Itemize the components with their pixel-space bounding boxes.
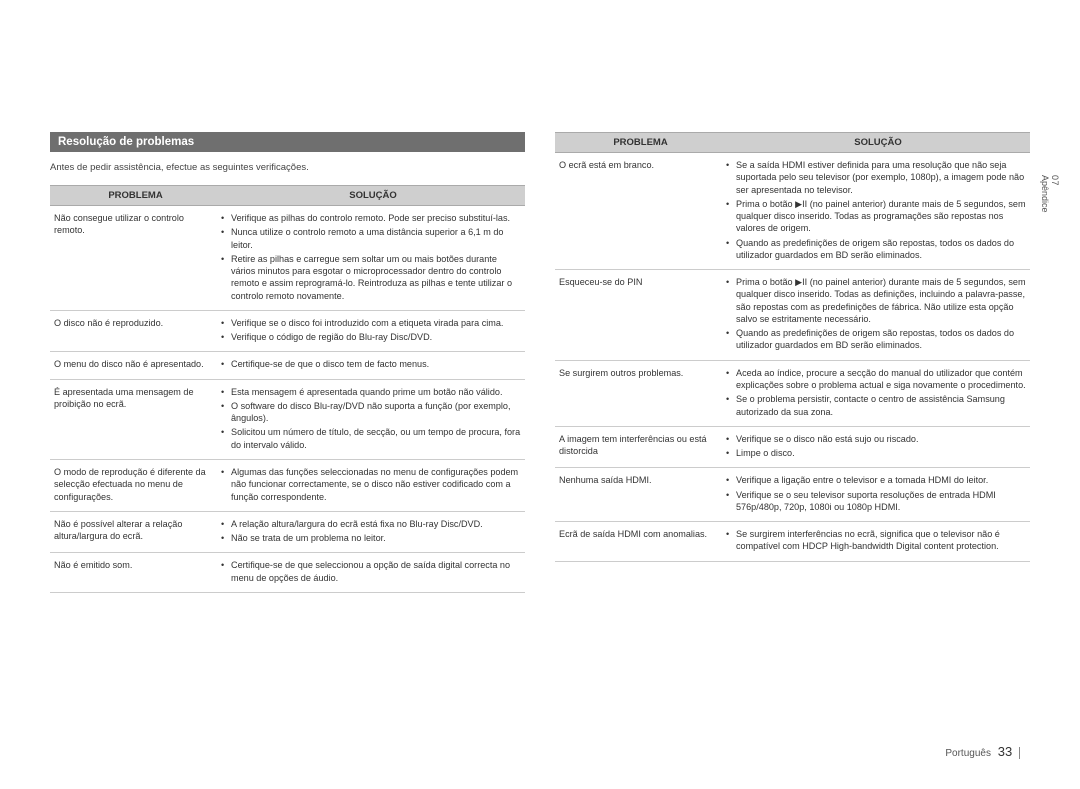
col-header-problem: PROBLEMA: [555, 133, 726, 153]
solution-item: Certifique-se de que seleccionou a opção…: [221, 559, 521, 584]
solution-list: Verifique se o disco não está sujo ou ri…: [726, 433, 1026, 460]
solution-item: Verifique a ligação entre o televisor e …: [726, 474, 1026, 486]
solution-list: Se surgirem interferências no ecrã, sign…: [726, 528, 1026, 553]
solution-item: Prima o botão ▶II (no painel anterior) d…: [726, 198, 1026, 235]
table-row: A imagem tem interferências ou está dist…: [555, 426, 1030, 468]
solution-list: Se a saída HDMI estiver definida para um…: [726, 159, 1026, 261]
solution-item: A relação altura/largura do ecrã está fi…: [221, 518, 521, 530]
page-footer: Português 33: [945, 744, 1020, 759]
solution-item: Nunca utilize o controlo remoto a uma di…: [221, 226, 521, 251]
solution-item: Certifique-se de que o disco tem de fact…: [221, 358, 521, 370]
solution-item: Verifique o código de região do Blu-ray …: [221, 331, 521, 343]
problem-cell: Esqueceu-se do PIN: [555, 270, 726, 361]
section-title: Resolução de problemas: [50, 132, 525, 152]
table-row: Ecrã de saída HDMI com anomalias.Se surg…: [555, 522, 1030, 562]
page-wrap: Resolução de problemas Antes de pedir as…: [50, 40, 1030, 759]
solution-list: Certifique-se de que seleccionou a opção…: [221, 559, 521, 584]
solution-list: Aceda ao índice, procure a secção do man…: [726, 367, 1026, 418]
problem-cell: É apresentada uma mensagem de proibição …: [50, 379, 221, 459]
side-tab-number: 07: [1050, 175, 1060, 211]
table-row: O menu do disco não é apresentado.Certif…: [50, 352, 525, 379]
troubleshoot-table-right: PROBLEMA SOLUÇÃO O ecrã está em branco.S…: [555, 132, 1030, 562]
table-row: Esqueceu-se do PINPrima o botão ▶II (no …: [555, 270, 1030, 361]
troubleshoot-table-left: PROBLEMA SOLUÇÃO Não consegue utilizar o…: [50, 185, 525, 593]
table-row: Não é emitido som.Certifique-se de que s…: [50, 553, 525, 593]
table-row: O disco não é reproduzido.Verifique se o…: [50, 310, 525, 352]
solution-cell: Prima o botão ▶II (no painel anterior) d…: [726, 270, 1030, 361]
problem-cell: Nenhuma saída HDMI.: [555, 468, 726, 522]
table-row: Não é possível alterar a relação altura/…: [50, 511, 525, 553]
problem-cell: O modo de reprodução é diferente da sele…: [50, 459, 221, 511]
solution-list: Verifique a ligação entre o televisor e …: [726, 474, 1026, 513]
solution-item: O software do disco Blu-ray/DVD não supo…: [221, 400, 521, 425]
solution-item: Se surgirem interferências no ecrã, sign…: [726, 528, 1026, 553]
problem-cell: Não é possível alterar a relação altura/…: [50, 511, 221, 553]
solution-cell: Verifique a ligação entre o televisor e …: [726, 468, 1030, 522]
solution-item: Verifique as pilhas do controlo remoto. …: [221, 212, 521, 224]
solution-list: Esta mensagem é apresentada quando prime…: [221, 386, 521, 451]
intro-text: Antes de pedir assistência, efectue as s…: [50, 162, 525, 173]
problem-cell: O menu do disco não é apresentado.: [50, 352, 221, 379]
solution-cell: A relação altura/largura do ecrã está fi…: [221, 511, 525, 553]
footer-page-number: 33: [998, 744, 1012, 759]
solution-item: Retire as pilhas e carregue sem soltar u…: [221, 253, 521, 302]
solution-item: Aceda ao índice, procure a secção do man…: [726, 367, 1026, 392]
solution-list: Prima o botão ▶II (no painel anterior) d…: [726, 276, 1026, 352]
solution-item: Verifique se o seu televisor suporta res…: [726, 489, 1026, 514]
problem-cell: Não consegue utilizar o controlo remoto.: [50, 206, 221, 311]
col-header-solution: SOLUÇÃO: [726, 133, 1030, 153]
solution-item: Quando as predefinições de origem são re…: [726, 327, 1026, 352]
solution-cell: Verifique se o disco foi introduzido com…: [221, 310, 525, 352]
solution-item: Solicitou um número de título, de secção…: [221, 426, 521, 451]
table-row: Nenhuma saída HDMI.Verifique a ligação e…: [555, 468, 1030, 522]
side-tab: 07 Apêndice: [1040, 175, 1060, 213]
solution-list: A relação altura/largura do ecrã está fi…: [221, 518, 521, 545]
solution-list: Verifique se o disco foi introduzido com…: [221, 317, 521, 344]
solution-cell: Se a saída HDMI estiver definida para um…: [726, 153, 1030, 270]
solution-item: Se o problema persistir, contacte o cent…: [726, 393, 1026, 418]
solution-item: Não se trata de um problema no leitor.: [221, 532, 521, 544]
table-row: É apresentada uma mensagem de proibição …: [50, 379, 525, 459]
solution-item: Verifique se o disco não está sujo ou ri…: [726, 433, 1026, 445]
col-header-problem: PROBLEMA: [50, 186, 221, 206]
solution-cell: Aceda ao índice, procure a secção do man…: [726, 360, 1030, 426]
table-row: O modo de reprodução é diferente da sele…: [50, 459, 525, 511]
table-row: Se surgirem outros problemas.Aceda ao ín…: [555, 360, 1030, 426]
right-column: PROBLEMA SOLUÇÃO O ecrã está em branco.S…: [555, 40, 1030, 759]
side-tab-label: Apêndice: [1040, 175, 1050, 213]
solution-item: Limpe o disco.: [726, 447, 1026, 459]
solution-cell: Certifique-se de que seleccionou a opção…: [221, 553, 525, 593]
solution-item: Esta mensagem é apresentada quando prime…: [221, 386, 521, 398]
table-row: Não consegue utilizar o controlo remoto.…: [50, 206, 525, 311]
solution-list: Algumas das funções seleccionadas no men…: [221, 466, 521, 503]
solution-cell: Verifique se o disco não está sujo ou ri…: [726, 426, 1030, 468]
solution-cell: Verifique as pilhas do controlo remoto. …: [221, 206, 525, 311]
problem-cell: Não é emitido som.: [50, 553, 221, 593]
footer-language: Português: [945, 748, 991, 759]
solution-item: Se a saída HDMI estiver definida para um…: [726, 159, 1026, 196]
solution-list: Certifique-se de que o disco tem de fact…: [221, 358, 521, 370]
table-row: O ecrã está em branco.Se a saída HDMI es…: [555, 153, 1030, 270]
problem-cell: Ecrã de saída HDMI com anomalias.: [555, 522, 726, 562]
problem-cell: A imagem tem interferências ou está dist…: [555, 426, 726, 468]
problem-cell: O disco não é reproduzido.: [50, 310, 221, 352]
left-column: Resolução de problemas Antes de pedir as…: [50, 40, 525, 759]
solution-cell: Se surgirem interferências no ecrã, sign…: [726, 522, 1030, 562]
solution-item: Quando as predefinições de origem são re…: [726, 237, 1026, 262]
solution-cell: Certifique-se de que o disco tem de fact…: [221, 352, 525, 379]
solution-list: Verifique as pilhas do controlo remoto. …: [221, 212, 521, 302]
solution-cell: Algumas das funções seleccionadas no men…: [221, 459, 525, 511]
col-header-solution: SOLUÇÃO: [221, 186, 525, 206]
solution-cell: Esta mensagem é apresentada quando prime…: [221, 379, 525, 459]
solution-item: Verifique se o disco foi introduzido com…: [221, 317, 521, 329]
problem-cell: Se surgirem outros problemas.: [555, 360, 726, 426]
solution-item: Algumas das funções seleccionadas no men…: [221, 466, 521, 503]
footer-divider: [1019, 747, 1020, 759]
solution-item: Prima o botão ▶II (no painel anterior) d…: [726, 276, 1026, 325]
problem-cell: O ecrã está em branco.: [555, 153, 726, 270]
